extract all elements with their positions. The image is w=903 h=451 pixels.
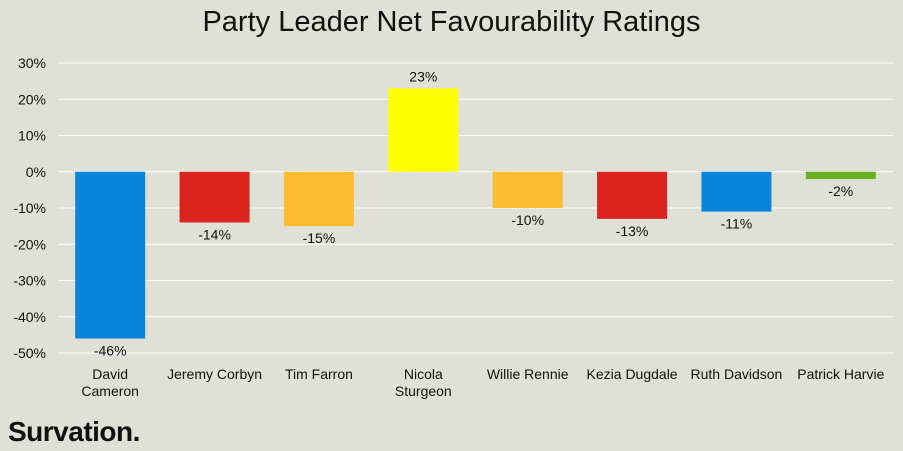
data-label: -14% <box>198 227 231 243</box>
y-tick-label: -20% <box>13 236 46 252</box>
data-label: -46% <box>94 343 127 359</box>
bar <box>75 171 146 339</box>
y-axis-ticks: 30% 20% 10% 0% -10% -20% -30% -40% -50% <box>13 55 46 361</box>
y-tick-label: 0% <box>26 164 46 180</box>
bar <box>388 88 459 172</box>
category-label: Jeremy Corbyn <box>167 366 262 382</box>
category-label: David Cameron <box>81 366 139 399</box>
y-tick-label: 20% <box>18 91 46 107</box>
data-label: 23% <box>409 68 437 84</box>
category-label: Patrick Harvie <box>797 366 884 382</box>
y-tick-label: 30% <box>18 55 46 71</box>
category-label: Nicola Sturgeon <box>395 366 452 399</box>
bar <box>179 171 250 223</box>
category-label: Kezia Dugdale <box>587 366 678 382</box>
bar <box>805 171 876 179</box>
bar <box>701 171 772 212</box>
y-tick-label: -50% <box>13 345 46 361</box>
data-label: -13% <box>616 223 649 239</box>
category-label: Ruth Davidson <box>691 366 783 382</box>
category-label: Willie Rennie <box>487 366 569 382</box>
chart-title: Party Leader Net Favourability Ratings <box>202 6 701 38</box>
y-tick-label: -10% <box>13 200 46 216</box>
bar <box>283 171 354 227</box>
data-label: -11% <box>721 216 753 232</box>
survation-logo: Survation. <box>8 416 140 447</box>
bars <box>75 88 876 339</box>
data-label: -15% <box>303 230 336 246</box>
y-tick-label: -40% <box>13 309 46 325</box>
category-label: Tim Farron <box>285 366 353 382</box>
bar <box>597 171 668 219</box>
data-label: -2% <box>828 183 853 199</box>
data-label: -10% <box>511 212 544 228</box>
y-tick-label: -30% <box>13 273 46 289</box>
category-labels: David Cameron Jeremy Corbyn Tim Farron Nicol… <box>81 366 884 399</box>
y-tick-label: 10% <box>18 128 46 144</box>
bar <box>492 171 563 208</box>
data-labels: -46% -14% -15% 23% -10% -13% -11% -2% <box>94 68 853 358</box>
